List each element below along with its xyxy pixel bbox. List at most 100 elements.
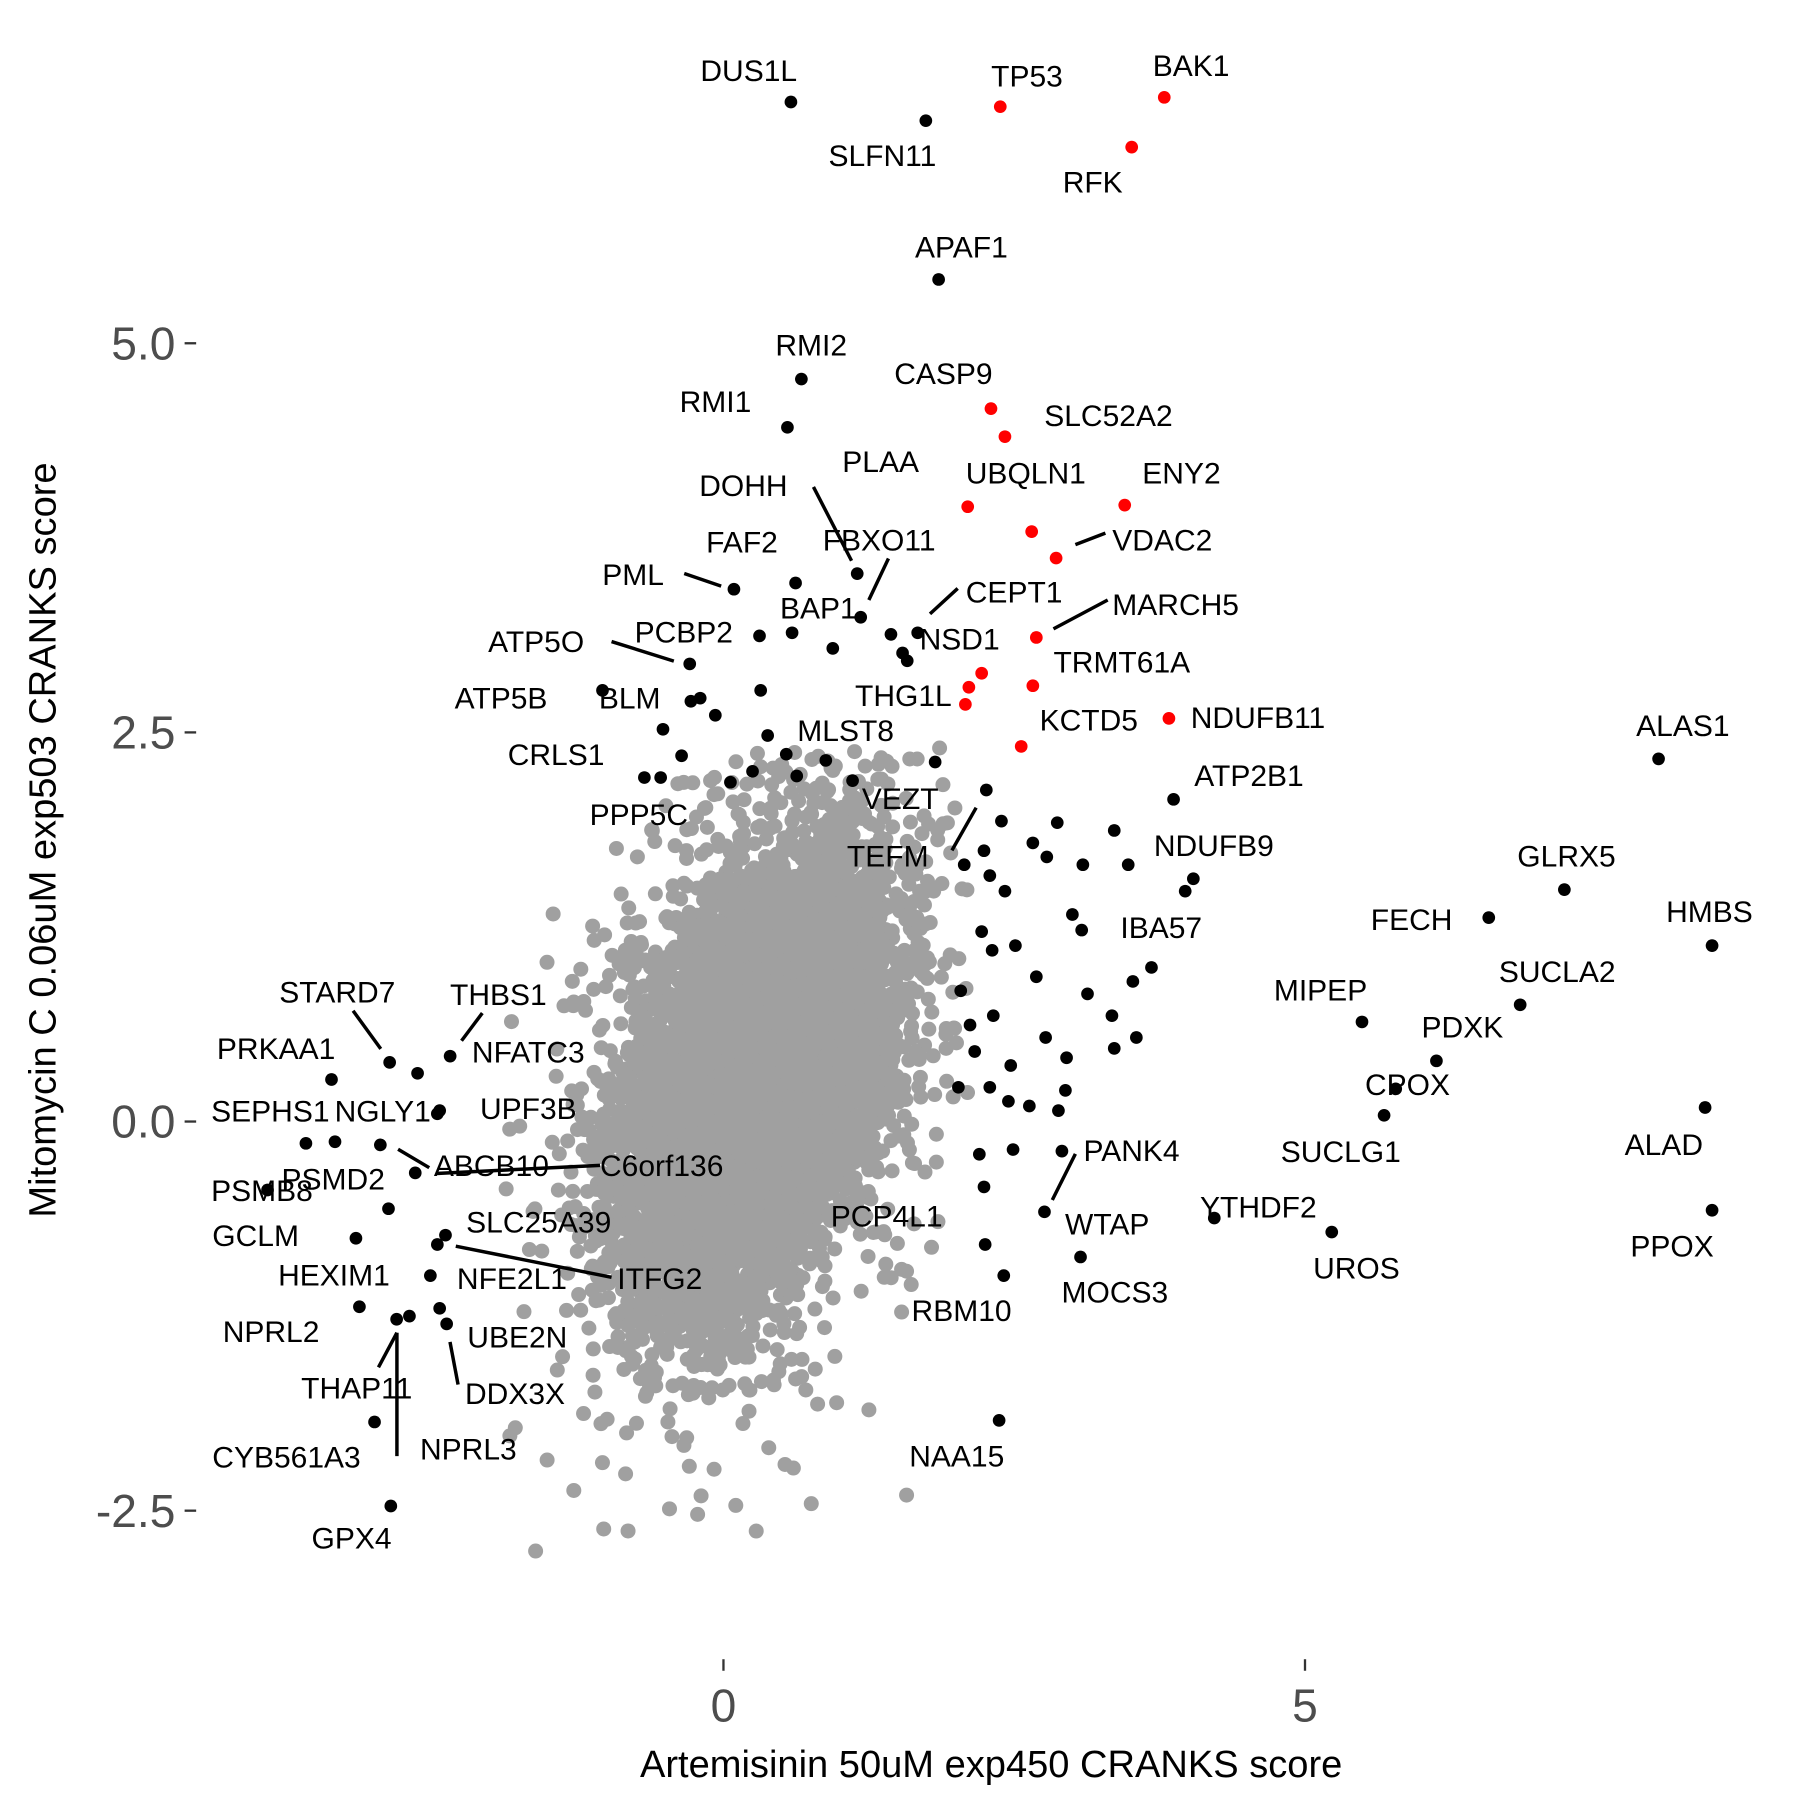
background-gene-point [681, 1458, 697, 1474]
background-gene-point [870, 756, 886, 772]
background-gene-point [576, 1406, 592, 1422]
background-gene-point [549, 1041, 565, 1057]
background-gene-point [728, 1497, 744, 1513]
background-gene-point [662, 1501, 678, 1517]
background-gene-point [798, 1382, 814, 1398]
background-gene-point [878, 1256, 894, 1272]
background-gene-point [693, 1488, 709, 1504]
background-gene-point [574, 1109, 590, 1125]
background-gene-point [739, 776, 755, 792]
background-gene-point [927, 1087, 943, 1103]
background-gene-point [772, 1356, 788, 1372]
background-gene-point [849, 1189, 865, 1205]
background-gene-point [585, 1367, 601, 1383]
background-gene-point [752, 801, 768, 817]
background-gene-point [621, 900, 637, 916]
background-gene-point [619, 1425, 635, 1441]
background-gene-point [613, 886, 629, 902]
background-gene-point [819, 783, 835, 799]
background-gene-point [706, 1461, 722, 1477]
background-gene-point [566, 1482, 582, 1498]
background-gene-point [661, 915, 677, 931]
background-gene-point [581, 1320, 597, 1336]
background-gene-point [894, 1261, 910, 1277]
background-gene-point [769, 1342, 785, 1358]
background-gene-point [528, 1543, 544, 1559]
background-gene-point [899, 1487, 915, 1503]
background-gene-point [817, 1320, 833, 1336]
background-gene-point [596, 1521, 612, 1537]
background-gene-point [918, 854, 934, 870]
background-gene-point [728, 754, 744, 770]
background-gene-point [665, 878, 681, 894]
background-gene-point [560, 1133, 576, 1149]
background-genes [498, 740, 976, 1559]
background-gene-point [849, 1214, 865, 1230]
background-gene-point [787, 1306, 803, 1322]
background-gene-point [814, 1279, 830, 1295]
background-gene-point [571, 1287, 587, 1303]
background-gene-point [902, 814, 918, 830]
background-gene-point [847, 744, 863, 760]
background-gene-point [658, 798, 674, 814]
background-gene-point [548, 1068, 564, 1084]
background-gene-point [711, 838, 727, 854]
background-gene-point [676, 1437, 692, 1453]
background-gene-point [683, 821, 699, 837]
background-gene-point [783, 784, 799, 800]
background-gene-point [503, 1014, 519, 1030]
background-gene-point [545, 906, 561, 922]
background-gene-point [585, 918, 601, 934]
background-gene-point [563, 1217, 579, 1233]
background-gene-point [903, 1277, 919, 1293]
background-gene-point [860, 1184, 876, 1200]
background-gene-point [660, 1414, 676, 1430]
background-gene-point [667, 838, 683, 854]
background-gene-point [898, 790, 914, 806]
background-gene-point [600, 1166, 616, 1182]
background-gene-point [920, 991, 936, 1007]
background-gene-point [825, 1290, 841, 1306]
background-gene-point [921, 1021, 937, 1037]
background-gene-point [928, 1126, 944, 1142]
background-gene-point [853, 1283, 869, 1299]
background-gene-point [673, 891, 689, 907]
background-gene-point [735, 1416, 751, 1432]
background-gene-point [649, 1328, 665, 1344]
background-gene-point [939, 1073, 955, 1089]
background-gene-point [857, 758, 873, 774]
background-gene-point [894, 1304, 910, 1320]
background-gene-point [829, 1395, 845, 1411]
background-gene-point [896, 1108, 912, 1124]
background-gene-point [554, 1207, 570, 1223]
background-gene-point [747, 836, 763, 852]
background-gene-point [579, 1183, 595, 1199]
background-gene-point [755, 1338, 771, 1354]
background-gene-point [903, 1024, 919, 1040]
background-gene-point [884, 1163, 900, 1179]
background-gene-point [762, 1322, 778, 1338]
background-gene-point [810, 1396, 826, 1412]
background-gene-point [930, 822, 946, 838]
background-gene-point [573, 1302, 589, 1318]
background-gene-point [590, 1071, 606, 1087]
background-gene-point [907, 1156, 923, 1172]
background-gene-point [573, 1081, 589, 1097]
background-gene-point [559, 1302, 575, 1318]
background-gene-point [869, 1159, 885, 1175]
background-gene-point [678, 843, 694, 859]
background-gene-point [924, 1004, 940, 1020]
background-gene-point [901, 906, 917, 922]
background-gene-point [664, 1429, 680, 1445]
background-gene-point [625, 981, 641, 997]
background-gene-point [917, 916, 933, 932]
background-gene-point [555, 1349, 571, 1365]
background-gene-point [807, 1361, 823, 1377]
background-gene-point [586, 981, 602, 997]
background-gene-point [914, 826, 930, 842]
background-gene-point [794, 1369, 810, 1385]
background-gene-point [629, 849, 645, 865]
background-gene-point [917, 1164, 933, 1180]
background-gene-point [933, 969, 949, 985]
